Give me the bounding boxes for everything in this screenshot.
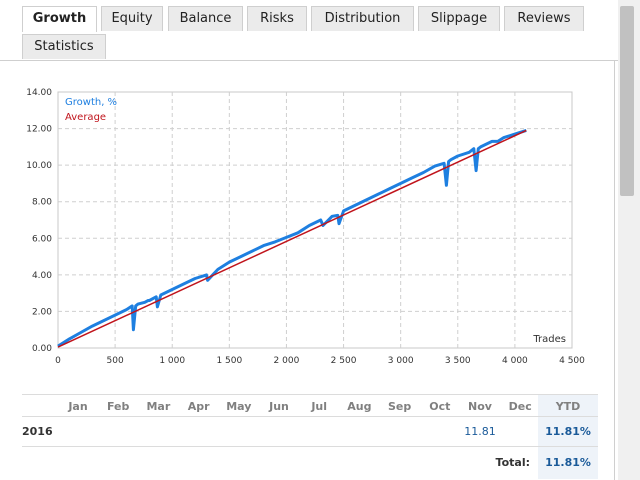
tab-statistics[interactable]: Statistics [22,34,106,59]
total-label: Total: [495,456,530,469]
x-tick-label: 3 500 [445,356,471,366]
tab-reviews[interactable]: Reviews [504,6,584,31]
total-value: 11.81% [545,456,591,469]
month-value-nov: 11.81 [464,425,496,438]
x-tick-label: 3 000 [388,356,414,366]
y-tick-label: 4.00 [32,271,52,281]
ytd-header: YTD [555,400,581,413]
ytd-value: 11.81% [545,425,591,438]
table-header-divider [22,416,598,417]
tab-balance[interactable]: Balance [168,6,243,31]
month-header-sep: Sep [387,400,412,413]
month-header-jan: Jan [68,400,88,413]
growth-chart: 0 500 1 000 1 500 2 000 2 500 3 000 3 500 4 000 4… [26,88,585,366]
x-tick-label: 4 000 [502,356,528,366]
month-header-jul: Jul [311,400,328,413]
month-header-oct: Oct [429,400,451,413]
chart-ticks: 0 500 1 000 1 500 2 000 2 500 3 000 3 500 4 000 4… [26,88,585,366]
x-tick-label: 1 000 [159,356,185,366]
tab-bar-divider [0,60,622,61]
y-tick-label: 6.00 [32,234,52,244]
y-tick-label: 2.00 [32,307,52,317]
tab-equity[interactable]: Equity [101,6,163,31]
y-tick-label: 0.00 [32,344,52,354]
month-header-aug: Aug [347,400,372,413]
month-header-may: May [226,400,252,413]
x-tick-label: 2 000 [274,356,300,366]
x-tick-label: 0 [55,356,61,366]
tab-growth[interactable]: Growth [22,6,97,32]
month-header-mar: Mar [146,400,171,413]
x-tick-label: 4 500 [559,356,585,366]
tab-slippage[interactable]: Slippage [418,6,500,31]
month-header-dec: Dec [508,400,532,413]
month-header-jun: Jun [269,400,289,413]
x-tick-label: 500 [107,356,124,366]
tab-distribution[interactable]: Distribution [311,6,414,31]
chart-plot-area [57,91,573,349]
month-header-feb: Feb [106,400,130,413]
y-tick-label: 10.00 [26,161,52,171]
month-header-apr: Apr [187,400,210,413]
legend-average: Average [65,112,106,123]
chart-series [57,128,527,348]
tab-risks[interactable]: Risks [247,6,307,31]
x-axis-label: Trades [532,334,566,345]
year-label: 2016 [22,425,53,438]
average-series-line [57,129,527,348]
x-tick-label: 1 500 [216,356,242,366]
x-tick-label: 2 500 [331,356,357,366]
y-tick-label: 12.00 [26,125,52,135]
chart-grid [58,92,572,348]
panel-border [614,60,615,480]
table-row-divider [22,446,598,447]
ytd-column-bg [538,395,598,479]
month-header-nov: Nov [468,400,492,413]
table-top-border [22,394,598,395]
legend-growth: Growth, % [65,97,117,108]
scrollbar-thumb[interactable] [620,6,634,196]
growth-series-line [57,128,527,348]
y-tick-label: 14.00 [26,88,52,98]
y-tick-label: 8.00 [32,198,52,208]
